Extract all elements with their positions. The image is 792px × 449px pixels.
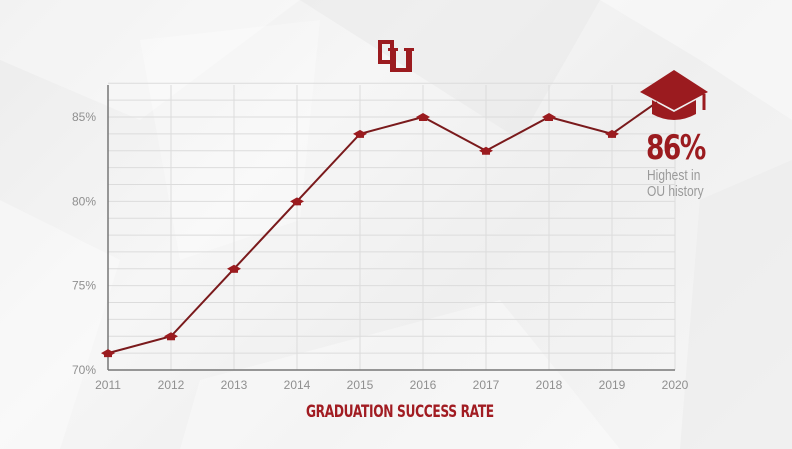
callout-value: 86%	[646, 128, 706, 168]
x-tick-label: 2012	[158, 378, 185, 392]
y-tick-label: 75%	[72, 279, 96, 293]
x-tick-label: 2016	[410, 378, 437, 392]
graduation-cap-icon	[640, 70, 708, 120]
x-tick-label: 2013	[221, 378, 248, 392]
x-tick-labels: 2011 2012 2013 2014 2015 2016 2017 2018 2019 2020	[95, 378, 689, 392]
x-tick-label: 2018	[536, 378, 563, 392]
graduation-cap-marker-icon	[605, 129, 619, 138]
y-tick-label: 85%	[72, 110, 96, 124]
y-tick-labels: 70% 75% 80% 85%	[72, 110, 96, 377]
y-tick-label: 70%	[72, 363, 96, 377]
grid	[108, 82, 676, 370]
data-line	[107, 101, 658, 355]
graduation-cap-marker-icon	[479, 146, 493, 155]
graduation-cap-marker-icon	[290, 197, 304, 206]
chart-title: GRADUATION SUCCESS RATE	[306, 402, 494, 422]
x-tick-label: 2014	[284, 378, 311, 392]
graduation-cap-marker-icon	[416, 113, 430, 121]
x-tick-label: 2015	[347, 378, 374, 392]
y-tick-label: 80%	[72, 194, 96, 208]
graduation-cap-marker-icon	[164, 332, 178, 341]
x-tick-label: 2020	[662, 378, 689, 392]
callout-subtitle-line1: Highest in	[647, 167, 701, 184]
graduation-cap-marker-icon	[542, 113, 556, 121]
callout-subtitle-line2: OU history	[647, 183, 704, 200]
x-tick-label: 2019	[599, 378, 626, 392]
graduation-cap-marker-icon	[353, 129, 367, 138]
x-tick-label: 2017	[473, 378, 500, 392]
graduation-cap-marker-icon	[101, 349, 115, 358]
callout-subtitle: Highest in OU history	[647, 168, 719, 200]
graduation-cap-marker-icon	[227, 264, 241, 273]
data-markers	[101, 113, 619, 358]
ou-logo	[376, 36, 416, 78]
x-tick-label: 2011	[95, 378, 121, 392]
